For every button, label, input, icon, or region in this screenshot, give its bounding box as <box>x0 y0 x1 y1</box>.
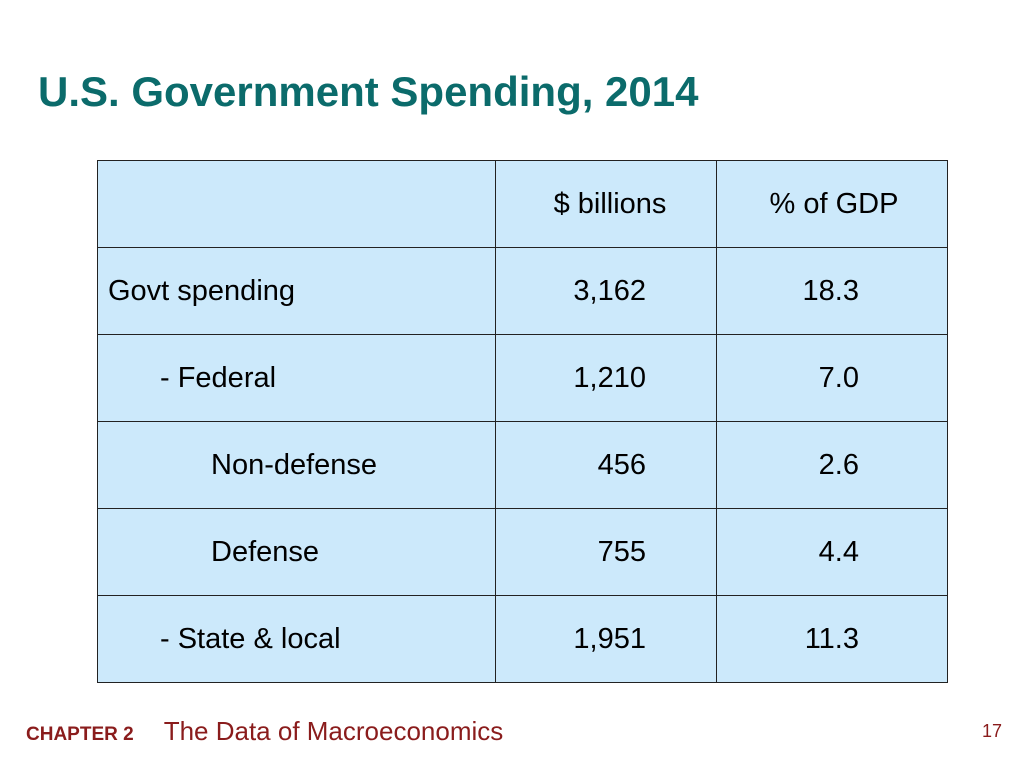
book-title: The Data of Macroeconomics <box>163 716 504 746</box>
row-label: - State & local <box>97 595 496 683</box>
table-row: Defense 755 4.4 <box>97 508 948 596</box>
page-number: 17 <box>981 721 1002 741</box>
header-cell-billions: $ billions <box>495 160 717 248</box>
spending-table: $ billions % of GDP Govt spending 3,162 … <box>97 160 948 683</box>
row-label: - Federal <box>97 334 496 422</box>
row-pct-gdp: 2.6 <box>716 421 948 509</box>
row-label: Defense <box>97 508 496 596</box>
row-label: Non-defense <box>97 421 496 509</box>
row-pct-gdp: 7.0 <box>716 334 948 422</box>
table-row: - State & local 1,951 11.3 <box>97 595 948 683</box>
row-pct-gdp: 11.3 <box>716 595 948 683</box>
row-billions: 1,951 <box>495 595 717 683</box>
table-row: Govt spending 3,162 18.3 <box>97 247 948 335</box>
row-billions: 1,210 <box>495 334 717 422</box>
table-row: Non-defense 456 2.6 <box>97 421 948 509</box>
slide-footer: CHAPTER 2 The Data of Macroeconomics <box>26 716 503 746</box>
row-pct-gdp: 18.3 <box>716 247 948 335</box>
row-billions: 3,162 <box>495 247 717 335</box>
header-cell-empty <box>97 160 496 248</box>
slide-title: U.S. Government Spending, 2014 <box>38 68 699 115</box>
chapter-label: CHAPTER 2 <box>26 724 134 745</box>
row-billions: 456 <box>495 421 717 509</box>
table-row: - Federal 1,210 7.0 <box>97 334 948 422</box>
table-header-row: $ billions % of GDP <box>97 160 948 248</box>
row-pct-gdp: 4.4 <box>716 508 948 596</box>
row-label: Govt spending <box>97 247 496 335</box>
header-cell-pct-gdp: % of GDP <box>716 160 948 248</box>
row-billions: 755 <box>495 508 717 596</box>
